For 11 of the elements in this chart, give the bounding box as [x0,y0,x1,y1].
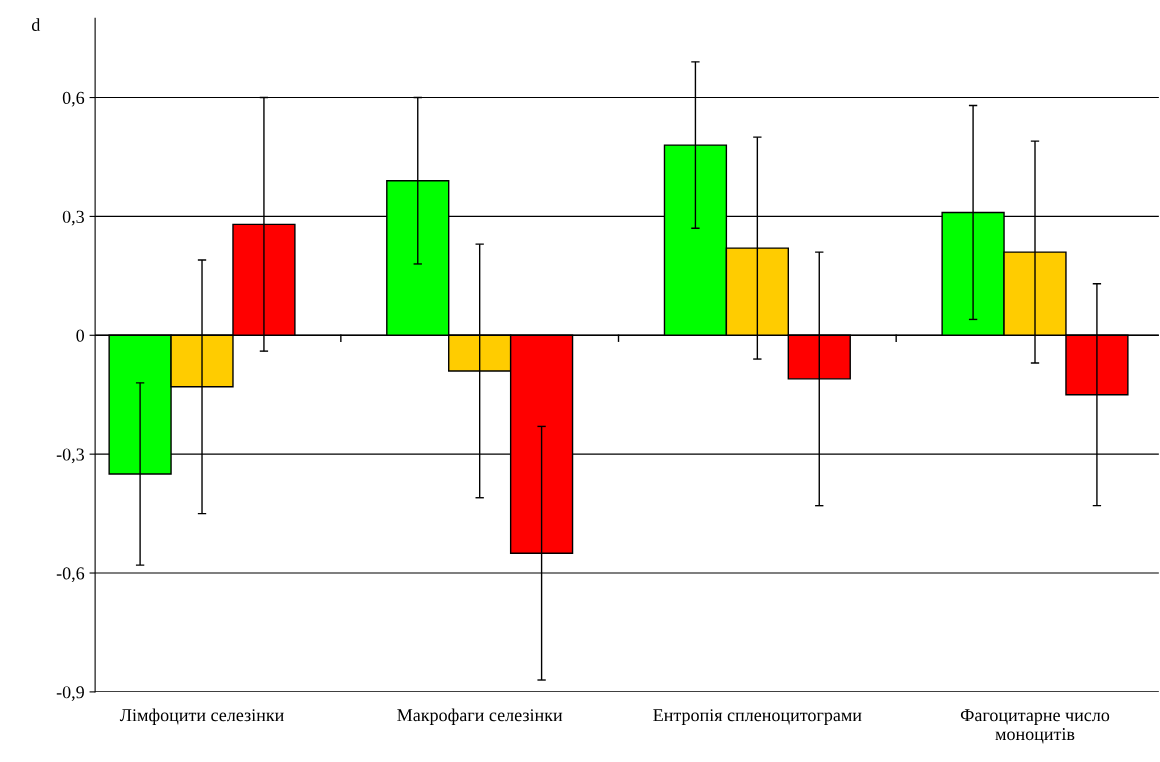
y-tick-label: -0,6 [56,567,85,583]
y-tick-label: 0,6 [62,91,85,107]
x-tick-label: Макрофаги селезінки [397,708,563,725]
y-axis-title: d [31,18,41,31]
x-tick-label: Фагоцитарне число моноцитів [960,709,1110,744]
y-tick-label: -0,9 [56,686,84,701]
y-tick-label: 0 [76,329,85,342]
x-tick-label: Ентропія спленоцитограми [653,709,862,725]
y-tick-label: 0,3 [62,210,84,226]
x-tick-label: Лімфоцити селезінки [119,708,284,725]
y-tick-label: -0,3 [56,448,84,464]
